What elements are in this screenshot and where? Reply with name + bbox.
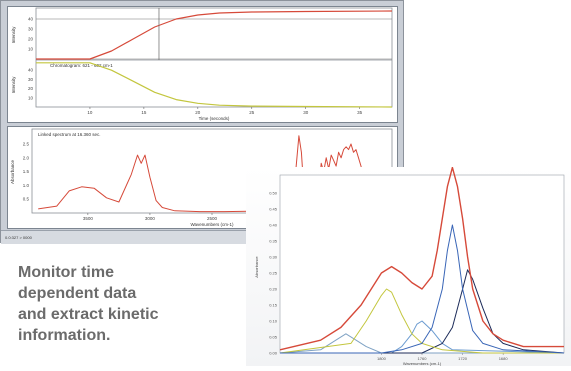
y-tick-label: 30: [28, 27, 34, 32]
kinetic-chart[interactable]: 40 30 20 10 40 30 20 10 10 15 20 25 30 35 Time (second…: [8, 7, 397, 122]
y-tick-label: 1.0: [23, 183, 30, 188]
plot-frame: [279, 174, 565, 354]
x-tick-label: 25: [249, 110, 255, 115]
x-tick-label: 30: [303, 110, 309, 115]
component-peak: [279, 288, 564, 354]
y-tick-label: 0.25: [269, 271, 278, 276]
deconvolution-panel: 0.50 0.45 0.40 0.35 0.30 0.25 0.20 0.15 0.10 0.05…: [246, 166, 571, 366]
y-tick-label: 0.45: [269, 207, 278, 212]
y-tick-label: 0.00: [269, 351, 278, 356]
x-tick-label: 10: [87, 110, 93, 115]
y-tick-label: 40: [28, 17, 34, 22]
chromatogram-pane: 40 30 20 10 40 30 20 10 10 15 20 25 30 35 Time (second…: [7, 6, 398, 123]
x-tick-label: 1800: [377, 356, 387, 361]
peak-fit-chart[interactable]: 0.50 0.45 0.40 0.35 0.30 0.25 0.20 0.15 0.10 0.05…: [246, 166, 571, 366]
plot-frame: [35, 7, 393, 108]
y-tick-label: 0.35: [269, 239, 278, 244]
x-tick-label: 3500: [83, 216, 94, 221]
y-tick-label: 20: [28, 37, 34, 42]
y-tick-label: 2.0: [23, 155, 30, 160]
y-tick-label: 0.50: [269, 191, 278, 196]
x-tick-label: 1680: [499, 356, 509, 361]
feature-caption: Monitor time dependent data and extract …: [18, 262, 218, 346]
x-axis-label: Wavenumbers (cm-1): [190, 222, 234, 227]
y-tick-label: 0.05: [269, 335, 278, 340]
chromatogram-label: Chromatogram: 621 - 602 cm-1: [50, 63, 113, 68]
x-tick-label: 1760: [418, 356, 428, 361]
x-axis-label: Wavenumbers (cm-1): [403, 361, 442, 366]
y-tick-label: 0.30: [269, 255, 278, 260]
caption-line: and extract kinetic: [18, 306, 159, 323]
caption-line: information.: [18, 327, 111, 344]
y-tick-label: 0.15: [269, 303, 278, 308]
falling-trace: [36, 62, 393, 108]
composite-trace: [279, 166, 564, 351]
rising-trace: [36, 10, 393, 60]
x-tick-label: 35: [357, 110, 363, 115]
y-tick-label: 40: [28, 68, 34, 73]
component-peak: [280, 320, 565, 354]
y-tick-label: 0.5: [23, 197, 30, 202]
spectrum-title: Linked spectrum at 16.360 sec.: [38, 132, 101, 137]
y-tick-label: 0.10: [269, 319, 278, 324]
y-axis-label: Intensity: [11, 76, 16, 94]
x-axis-label: Time (seconds): [199, 116, 230, 121]
y-tick-label: 30: [28, 77, 34, 82]
x-tick-label: 15: [141, 110, 147, 115]
component-peak: [279, 333, 564, 354]
x-tick-label: 1720: [458, 356, 468, 361]
y-tick-label: 10: [28, 47, 34, 52]
y-tick-label: 0.20: [269, 287, 278, 292]
y-axis-label: Intensity: [11, 26, 16, 44]
caption-line: dependent data: [18, 285, 137, 302]
x-tick-label: 2500: [207, 216, 218, 221]
caption-line: Monitor time: [18, 264, 114, 281]
y-tick-label: 20: [28, 86, 34, 91]
x-tick-label: 3000: [145, 216, 156, 221]
y-axis-label: Absorbance: [254, 256, 259, 278]
y-tick-label: 0.40: [269, 223, 278, 228]
x-tick-label: 20: [195, 110, 201, 115]
y-tick-label: 2.5: [23, 142, 30, 147]
component-peak: [280, 224, 565, 354]
y-tick-label: 1.5: [23, 169, 30, 174]
y-tick-label: 10: [28, 95, 34, 100]
status-left-text: 0.0:327 > 0000: [5, 235, 32, 240]
y-axis-label: Absorbance: [10, 160, 15, 185]
